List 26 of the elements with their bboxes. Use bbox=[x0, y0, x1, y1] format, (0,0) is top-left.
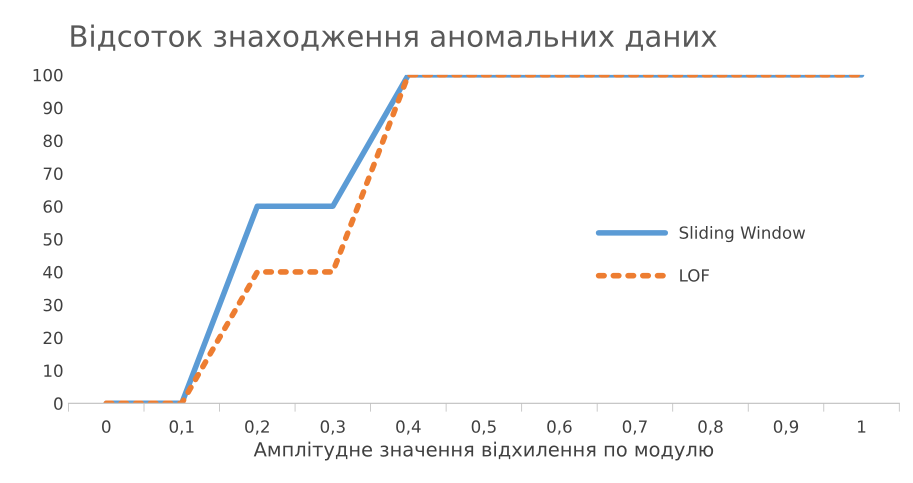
x-tick-label: 0,3 bbox=[320, 420, 345, 435]
chart-title: Відсоток знаходження аномальних даних bbox=[71, 24, 717, 51]
y-tick-label: 60 bbox=[44, 200, 63, 213]
y-tick-label: 40 bbox=[43, 266, 63, 278]
y-tick-label: 70 bbox=[44, 167, 63, 180]
legend-label: LOF bbox=[680, 269, 710, 282]
x-tick-label: 0 bbox=[102, 420, 110, 433]
x-axis-title: Амплітудне значення відхилення по модулю bbox=[254, 442, 714, 460]
x-tick-label: 0,2 bbox=[245, 420, 269, 435]
x-tick-label: 0,1 bbox=[170, 420, 194, 435]
y-tick-label: 10 bbox=[44, 364, 63, 378]
y-tick-label: 80 bbox=[44, 134, 63, 148]
legend-label: Sliding Window bbox=[680, 226, 806, 242]
x-tick-label: 0,7 bbox=[622, 420, 647, 435]
y-tick-label: 100 bbox=[34, 68, 63, 82]
x-tick-label: 0,9 bbox=[774, 420, 798, 435]
x-tick-label: 1 bbox=[858, 420, 866, 433]
x-tick-label: 0,4 bbox=[396, 420, 421, 435]
y-tick-label: 50 bbox=[44, 233, 63, 246]
x-tick-label: 0,6 bbox=[547, 420, 572, 435]
y-tick-label: 20 bbox=[44, 332, 63, 344]
y-tick-label: 0 bbox=[54, 397, 63, 410]
x-tick-label: 0,5 bbox=[472, 420, 496, 435]
x-tick-label: 0,8 bbox=[698, 420, 723, 435]
y-tick-label: 30 bbox=[44, 298, 63, 312]
y-tick-label: 90 bbox=[43, 102, 63, 114]
